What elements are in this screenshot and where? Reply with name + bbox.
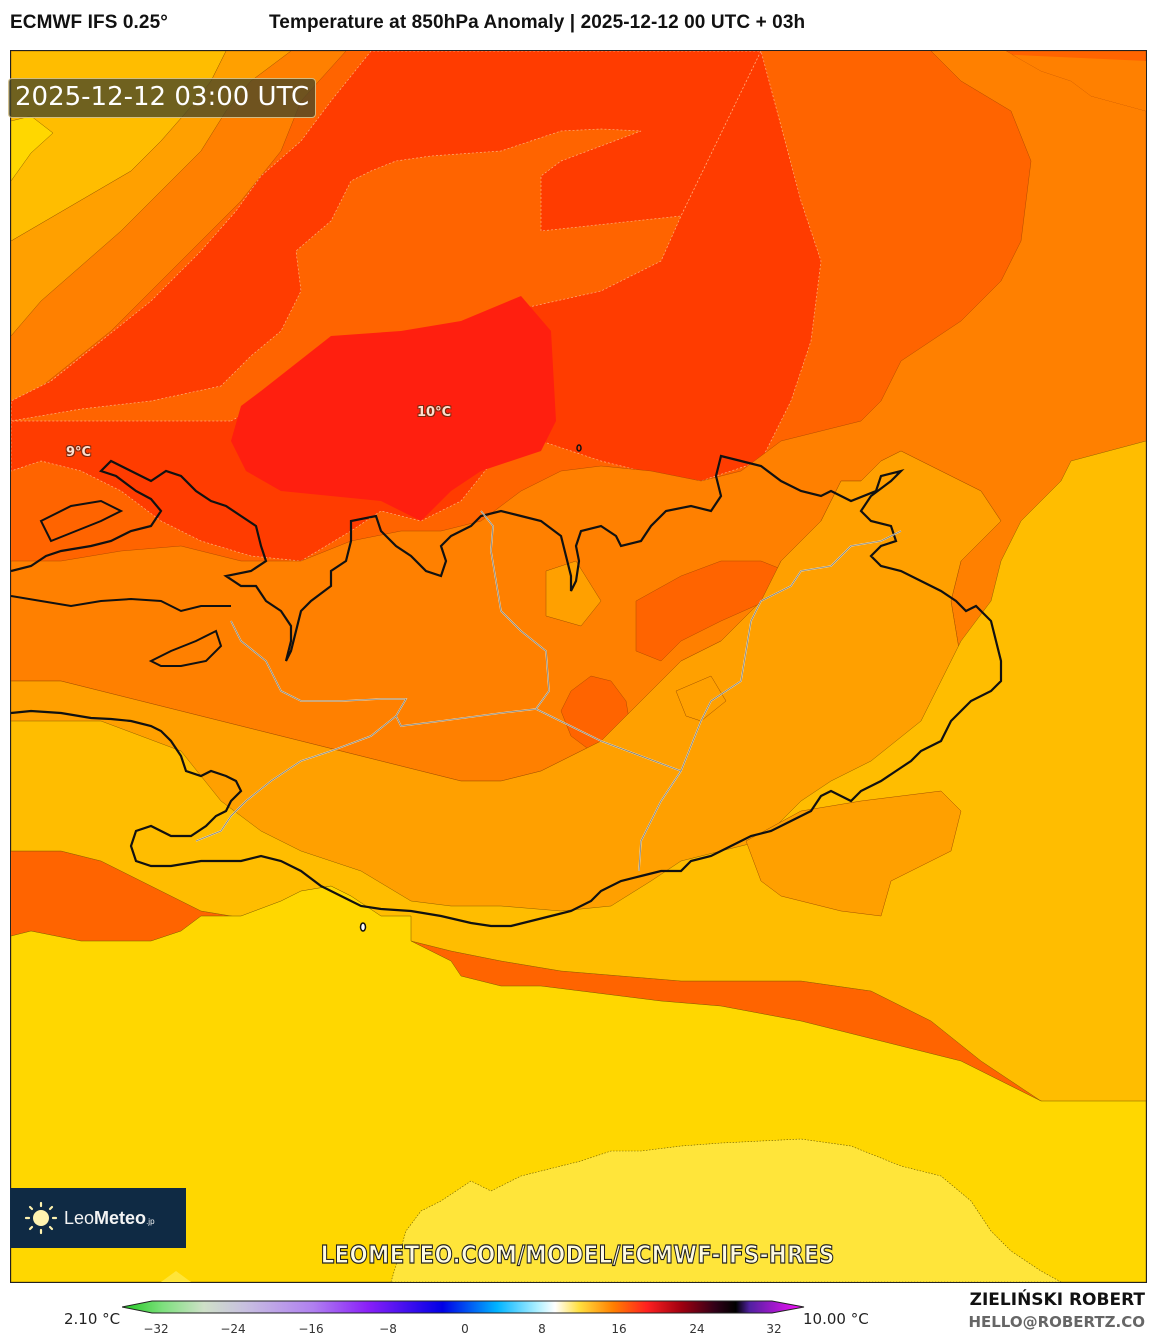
isoline-label-10c: 10°C	[417, 405, 452, 420]
colorbar: 2.10 °C	[0, 1296, 1155, 1338]
colorbar-tick: 16	[611, 1322, 627, 1336]
colorbar-tick: 32	[766, 1322, 782, 1336]
author-credit: ZIELIŃSKI ROBERT HELLO@ROBERTZ.CO	[968, 1290, 1145, 1331]
temperature-anomaly-field	[11, 51, 1146, 1282]
colorbar-tick: −24	[220, 1322, 246, 1336]
colorbar-gradient	[122, 1300, 805, 1314]
logo-text: LeoMeteo.jp	[64, 1207, 155, 1228]
isoline-label-9c: 9°C	[66, 445, 92, 460]
sun-icon	[24, 1201, 58, 1235]
leometeo-logo[interactable]: LeoMeteo.jp	[10, 1188, 186, 1248]
valid-time-badge: 2025-12-12 03:00 UTC	[8, 78, 317, 118]
colorbar-tick: −32	[143, 1322, 169, 1336]
model-title: ECMWF IFS 0.25°	[10, 12, 168, 33]
colorbar-tick: −16	[298, 1322, 324, 1336]
weather-map[interactable]	[10, 50, 1147, 1283]
colorbar-min-label: 2.10 °C	[64, 1310, 121, 1328]
colorbar-tick: 24	[689, 1322, 705, 1336]
author-name: ZIELIŃSKI ROBERT	[969, 1290, 1145, 1310]
colorbar-tick: −8	[379, 1322, 397, 1336]
colorbar-max-label: 10.00 °C	[803, 1310, 869, 1328]
colorbar-tick: 8	[538, 1322, 546, 1336]
colorbar-tick: 0	[461, 1322, 469, 1336]
author-email: HELLO@ROBERTZ.CO	[968, 1313, 1145, 1331]
chart-title: Temperature at 850hPa Anomaly | 2025-12-…	[269, 12, 806, 33]
source-url-watermark: LEOMETEO.COM/MODEL/ECMWF-IFS-HRES	[320, 1239, 835, 1269]
